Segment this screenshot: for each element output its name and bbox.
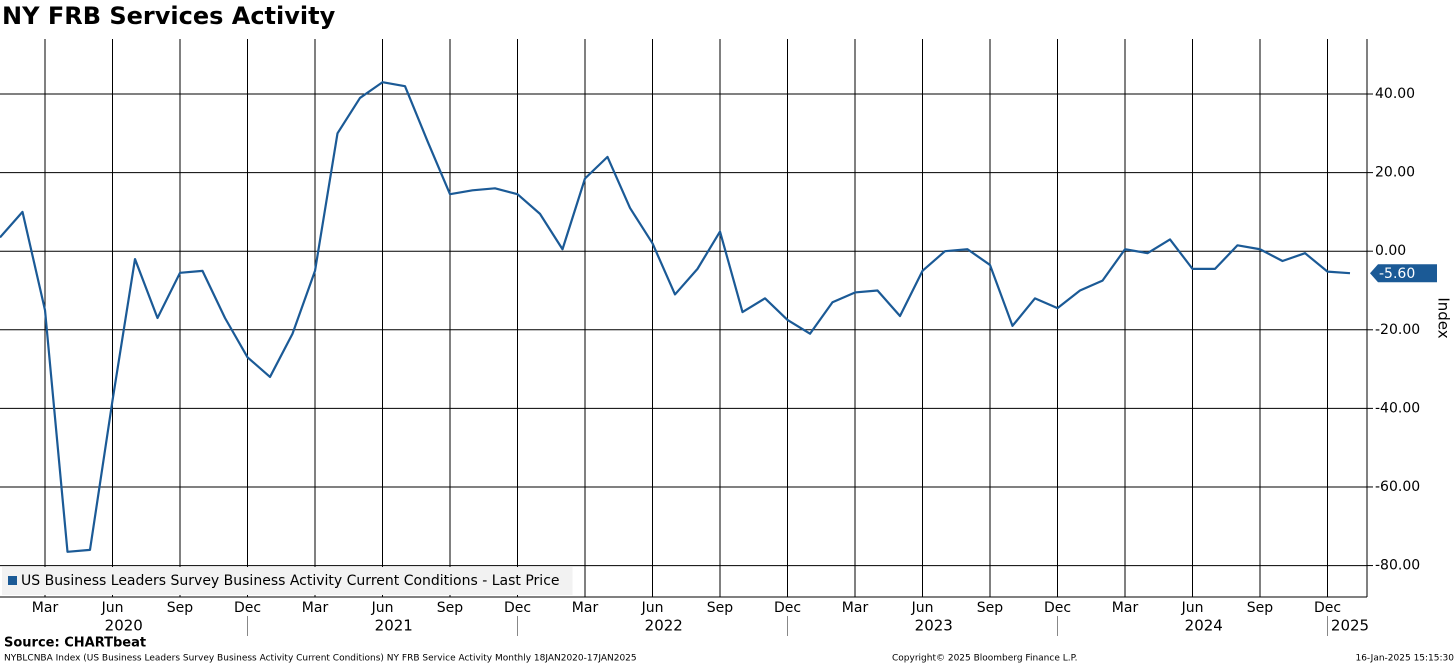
x-tick-label: Jun bbox=[371, 600, 394, 616]
x-tick-label: Dec bbox=[234, 600, 261, 616]
x-tick-label: Jun bbox=[1181, 600, 1204, 616]
x-tick-label: Mar bbox=[572, 600, 599, 616]
y-tick-label: -80.00 bbox=[1375, 558, 1420, 574]
x-tick-label: Dec bbox=[1044, 600, 1071, 616]
x-tick-label: Dec bbox=[1314, 600, 1341, 616]
year-label: 2025 bbox=[1331, 617, 1369, 635]
year-label: 2023 bbox=[915, 617, 953, 635]
last-value-flag bbox=[1370, 264, 1437, 283]
last-value-label: -5.60 bbox=[1379, 266, 1415, 282]
x-tick-label: Mar bbox=[302, 600, 329, 616]
x-tick-label: Mar bbox=[842, 600, 869, 616]
source: Source: CHARTbeat bbox=[4, 636, 146, 651]
y-tick-label: -60.00 bbox=[1375, 479, 1420, 495]
x-tick-label: Sep bbox=[437, 600, 464, 616]
year-label: 2022 bbox=[645, 617, 683, 635]
chart-title: NY FRB Services Activity bbox=[2, 2, 336, 30]
x-tick-label: Jun bbox=[101, 600, 124, 616]
y-tick-label: -40.00 bbox=[1375, 400, 1420, 416]
legend-swatch bbox=[8, 576, 17, 585]
copyright: Copyright© 2025 Bloomberg Finance L.P. bbox=[892, 654, 1077, 664]
year-label: 2020 bbox=[105, 617, 143, 635]
x-tick-label: Mar bbox=[32, 600, 59, 616]
timestamp: 16-Jan-2025 15:15:30 bbox=[1355, 654, 1454, 664]
x-tick-label: Jun bbox=[641, 600, 664, 616]
year-label: 2024 bbox=[1185, 617, 1223, 635]
x-tick-label: Sep bbox=[1247, 600, 1274, 616]
x-tick-label: Dec bbox=[774, 600, 801, 616]
legend-box bbox=[2, 567, 573, 595]
footer-description: NYBLCNBA Index (US Business Leaders Surv… bbox=[4, 654, 637, 664]
series-line bbox=[0, 81, 1351, 553]
year-label: 2021 bbox=[375, 617, 413, 635]
x-tick-label: Sep bbox=[977, 600, 1004, 616]
y-tick-label: 20.00 bbox=[1375, 165, 1415, 181]
x-tick-label: Sep bbox=[167, 600, 194, 616]
x-tick-label: Dec bbox=[504, 600, 531, 616]
y-tick-label: 40.00 bbox=[1375, 86, 1415, 102]
y-tick-label: -20.00 bbox=[1375, 322, 1420, 338]
x-tick-label: Jun bbox=[911, 600, 934, 616]
y-tick-label: 0.00 bbox=[1375, 243, 1406, 259]
x-tick-label: Sep bbox=[707, 600, 734, 616]
x-tick-label: Mar bbox=[1112, 600, 1139, 616]
y-axis-label: Index bbox=[1435, 297, 1453, 338]
legend-label: US Business Leaders Survey Business Acti… bbox=[21, 573, 560, 589]
